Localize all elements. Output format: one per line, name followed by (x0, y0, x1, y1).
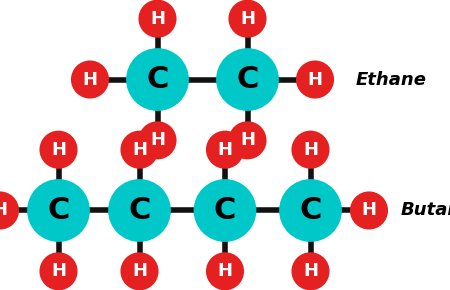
Text: H: H (51, 262, 66, 280)
Ellipse shape (122, 132, 158, 168)
Text: C: C (128, 196, 151, 225)
Text: H: H (0, 202, 8, 220)
Ellipse shape (72, 61, 108, 97)
Text: C: C (47, 196, 70, 225)
Ellipse shape (217, 50, 278, 110)
Ellipse shape (292, 253, 328, 289)
Text: Ethane: Ethane (356, 70, 427, 88)
Text: H: H (217, 262, 233, 280)
Text: H: H (303, 262, 318, 280)
Text: C: C (299, 196, 322, 225)
Ellipse shape (40, 132, 76, 168)
Ellipse shape (28, 180, 89, 240)
Ellipse shape (297, 61, 333, 97)
Text: C: C (236, 65, 259, 94)
Text: H: H (240, 10, 255, 28)
Ellipse shape (140, 1, 176, 37)
Text: H: H (307, 70, 323, 88)
Text: C: C (214, 196, 236, 225)
Text: H: H (303, 141, 318, 159)
Text: H: H (51, 141, 66, 159)
Text: Butane: Butane (400, 202, 450, 220)
Ellipse shape (40, 253, 76, 289)
Ellipse shape (207, 253, 243, 289)
Text: H: H (150, 131, 165, 149)
Text: H: H (150, 10, 165, 28)
Text: H: H (217, 141, 233, 159)
Ellipse shape (122, 253, 158, 289)
Text: C: C (146, 65, 169, 94)
Ellipse shape (230, 122, 266, 158)
Ellipse shape (280, 180, 341, 240)
Ellipse shape (195, 180, 255, 240)
Ellipse shape (140, 122, 176, 158)
Ellipse shape (127, 50, 188, 110)
Ellipse shape (207, 132, 243, 168)
Text: H: H (132, 141, 147, 159)
Ellipse shape (292, 132, 328, 168)
Text: H: H (240, 131, 255, 149)
Text: H: H (132, 262, 147, 280)
Text: H: H (82, 70, 98, 88)
Text: H: H (361, 202, 377, 220)
Ellipse shape (230, 1, 266, 37)
Ellipse shape (109, 180, 170, 240)
Ellipse shape (351, 193, 387, 229)
Ellipse shape (0, 193, 18, 229)
